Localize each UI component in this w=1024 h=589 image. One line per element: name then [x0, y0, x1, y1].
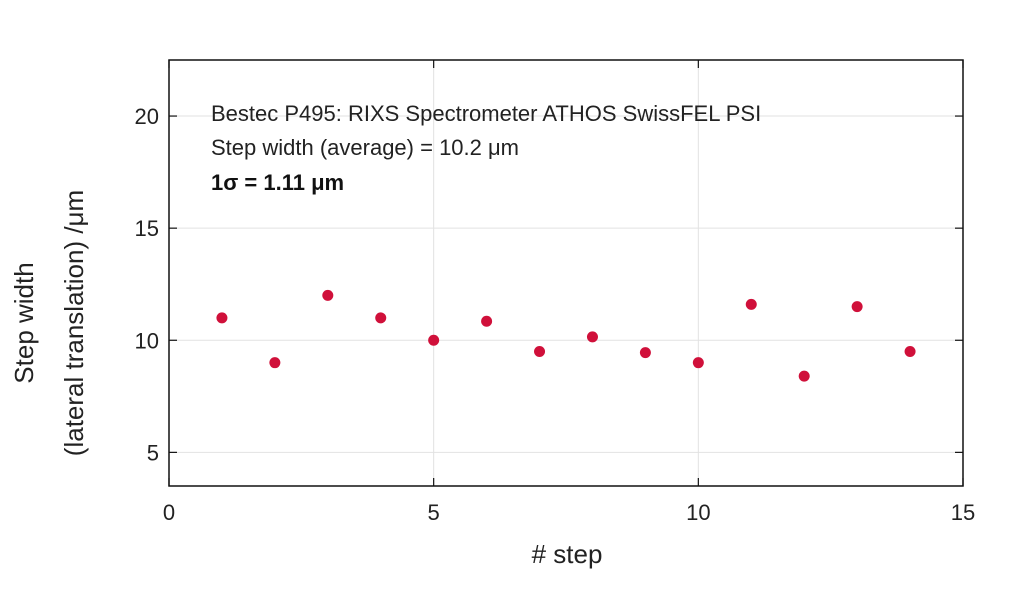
annotation-block: Bestec P495: RIXS Spectrometer ATHOS Swi…	[211, 101, 761, 195]
data-point	[904, 345, 916, 357]
data-point	[428, 334, 440, 346]
y-tick-label: 20	[135, 104, 159, 129]
annotation-average: Step width (average) = 10.2 μm	[211, 135, 519, 160]
y-tick-label: 15	[135, 216, 159, 241]
annotation-title: Bestec P495: RIXS Spectrometer ATHOS Swi…	[211, 101, 761, 126]
data-point	[798, 370, 810, 382]
y-axis-title-line-1: Step width	[9, 262, 39, 383]
data-point	[745, 298, 757, 310]
data-point	[692, 357, 704, 369]
x-tick-label: 0	[163, 500, 175, 525]
data-point	[322, 289, 334, 301]
x-tick-label: 5	[428, 500, 440, 525]
x-axis-title: # step	[532, 539, 603, 569]
y-axis-title: Step width (lateral translation) /μm	[9, 190, 89, 456]
axis-ticks: 0 5 10 15 5 10 15 20	[135, 60, 975, 525]
data-point	[269, 357, 281, 369]
y-tick-label: 5	[147, 440, 159, 465]
data-point	[586, 331, 598, 343]
y-tick-label: 10	[135, 328, 159, 353]
data-point	[216, 312, 228, 324]
x-tick-label: 10	[686, 500, 710, 525]
data-point	[639, 347, 651, 359]
x-tick-label: 15	[951, 500, 975, 525]
data-point	[534, 345, 546, 357]
annotation-sigma: 1σ = 1.11 μm	[211, 170, 344, 195]
gridlines	[169, 60, 963, 486]
data-point	[375, 312, 387, 324]
y-axis-title-line-2: (lateral translation) /μm	[59, 190, 89, 456]
data-points	[216, 289, 916, 382]
data-point	[851, 301, 863, 313]
plot-frame	[168, 59, 964, 487]
data-point	[481, 315, 493, 327]
